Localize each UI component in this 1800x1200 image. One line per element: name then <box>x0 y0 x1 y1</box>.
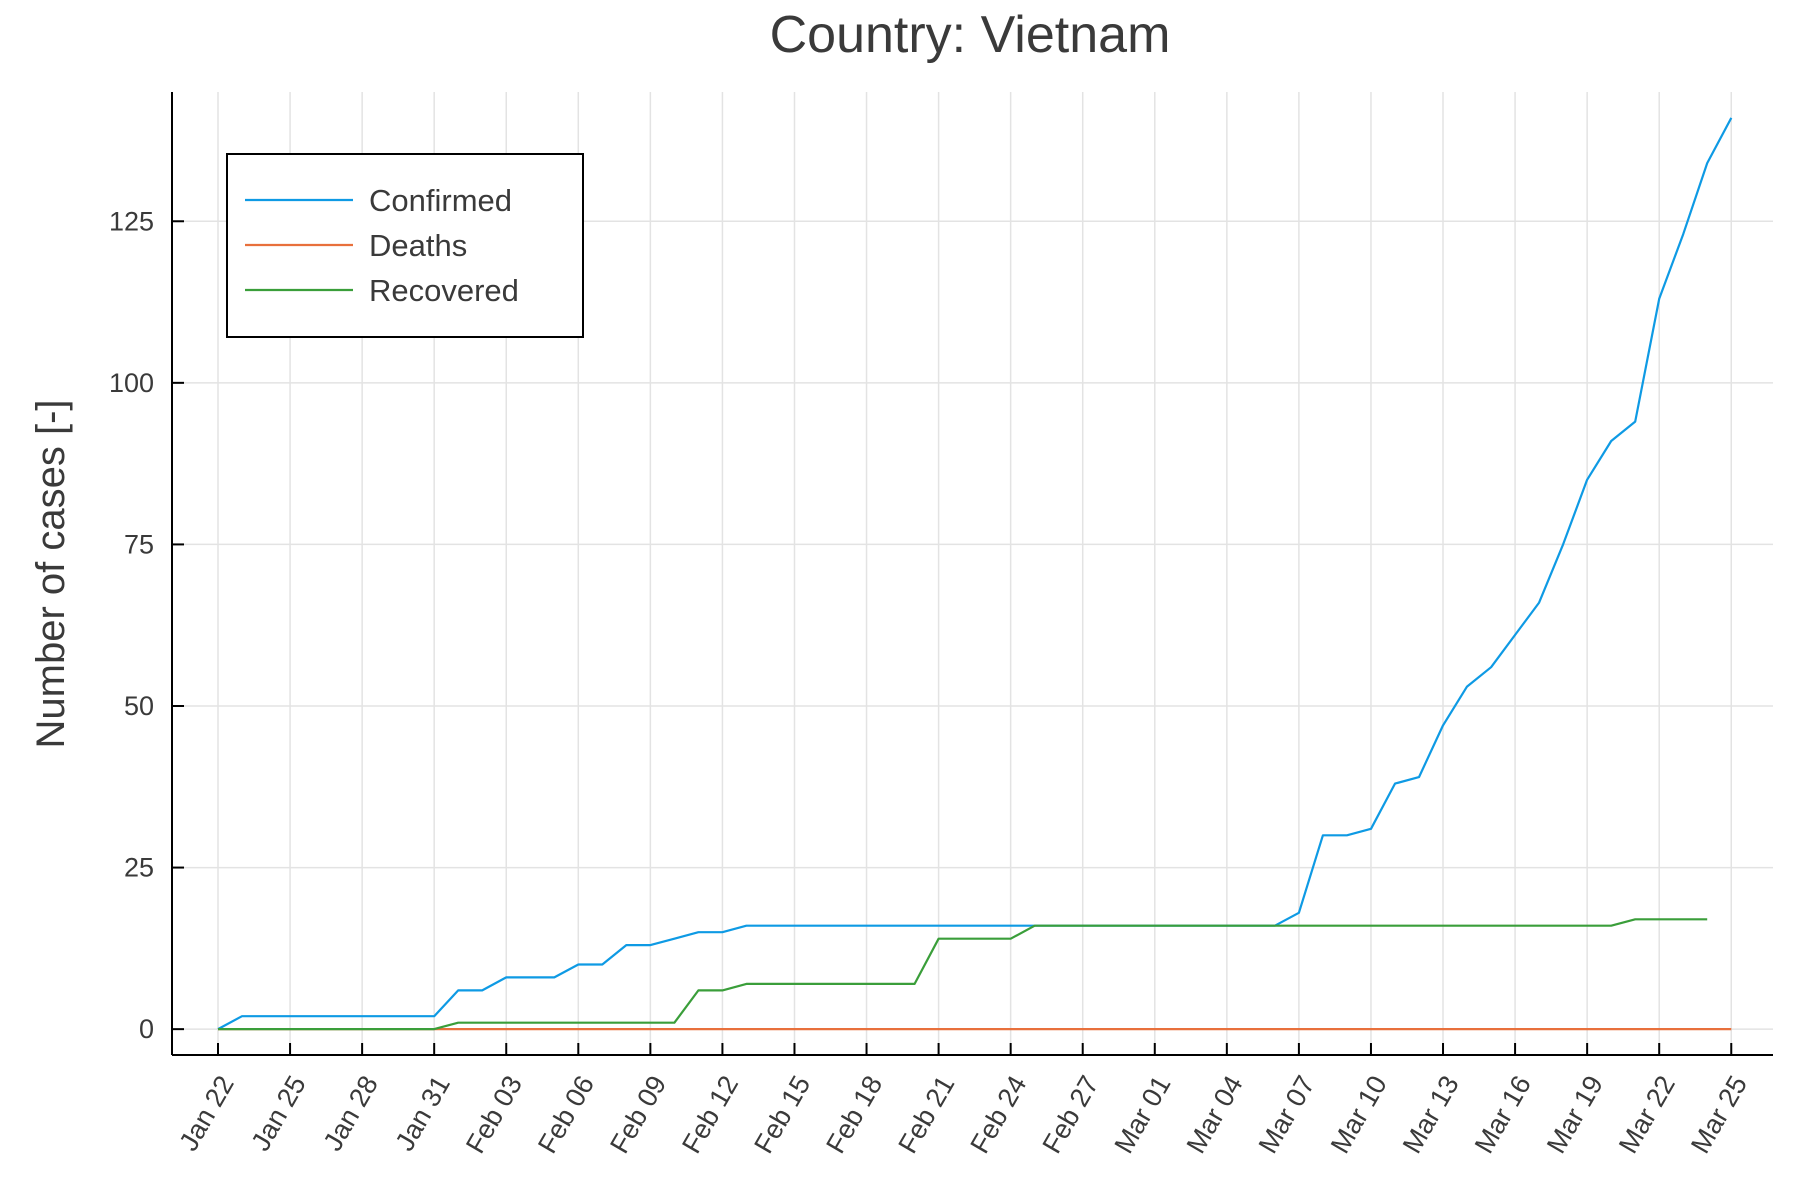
y-axis-label: Number of cases [-] <box>29 399 73 748</box>
x-tick-label: Mar 07 <box>1253 1071 1321 1159</box>
y-ticks: 0 25 50 75 100 125 <box>109 206 184 1044</box>
x-ticks: Jan 22 Jan 25 Jan 28 Jan 31 Feb 03 Feb 06 Feb … <box>173 1043 1753 1158</box>
y-tick-label: 25 <box>124 853 154 883</box>
x-tick-label: Mar 10 <box>1325 1071 1393 1159</box>
x-tick-label: Feb 03 <box>460 1071 528 1159</box>
axes <box>171 92 1773 1056</box>
legend-label-confirmed: Confirmed <box>369 183 512 218</box>
x-tick-label: Mar 25 <box>1685 1071 1753 1159</box>
y-tick-label: 75 <box>124 529 154 559</box>
series-line-recovered <box>218 918 1708 1031</box>
x-tick-label: Jan 31 <box>389 1071 456 1156</box>
y-tick-label: 0 <box>139 1014 154 1044</box>
x-tick-label: Feb 15 <box>748 1071 816 1159</box>
y-tick-label: 125 <box>109 206 154 236</box>
x-tick-label: Mar 16 <box>1469 1071 1537 1159</box>
legend: Confirmed Deaths Recovered <box>226 153 584 338</box>
x-tick-label: Mar 19 <box>1541 1071 1609 1159</box>
x-tick-label: Feb 18 <box>820 1071 888 1159</box>
series-line-confirmed <box>217 117 1733 1031</box>
legend-label-deaths: Deaths <box>369 228 467 263</box>
x-tick-label: Jan 25 <box>245 1071 312 1156</box>
x-tick-label: Jan 22 <box>173 1071 240 1156</box>
x-tick-label: Feb 09 <box>604 1071 672 1159</box>
x-tick-label: Feb 06 <box>532 1071 600 1159</box>
x-tick-label: Mar 22 <box>1613 1071 1681 1159</box>
y-tick-label: 100 <box>109 368 154 398</box>
x-tick-label: Mar 01 <box>1109 1071 1177 1159</box>
series-lines <box>217 117 1733 1031</box>
x-tick-label: Feb 24 <box>964 1071 1032 1159</box>
x-tick-label: Mar 04 <box>1181 1071 1249 1159</box>
y-tick-label: 50 <box>124 691 154 721</box>
x-tick-label: Feb 12 <box>676 1071 744 1159</box>
chart-title: Country: Vietnam <box>770 6 1171 64</box>
x-tick-label: Mar 13 <box>1397 1071 1465 1159</box>
legend-label-recovered: Recovered <box>369 273 519 308</box>
x-tick-label: Feb 27 <box>1037 1071 1105 1159</box>
x-tick-label: Feb 21 <box>892 1071 960 1159</box>
x-tick-label: Jan 28 <box>317 1071 384 1156</box>
